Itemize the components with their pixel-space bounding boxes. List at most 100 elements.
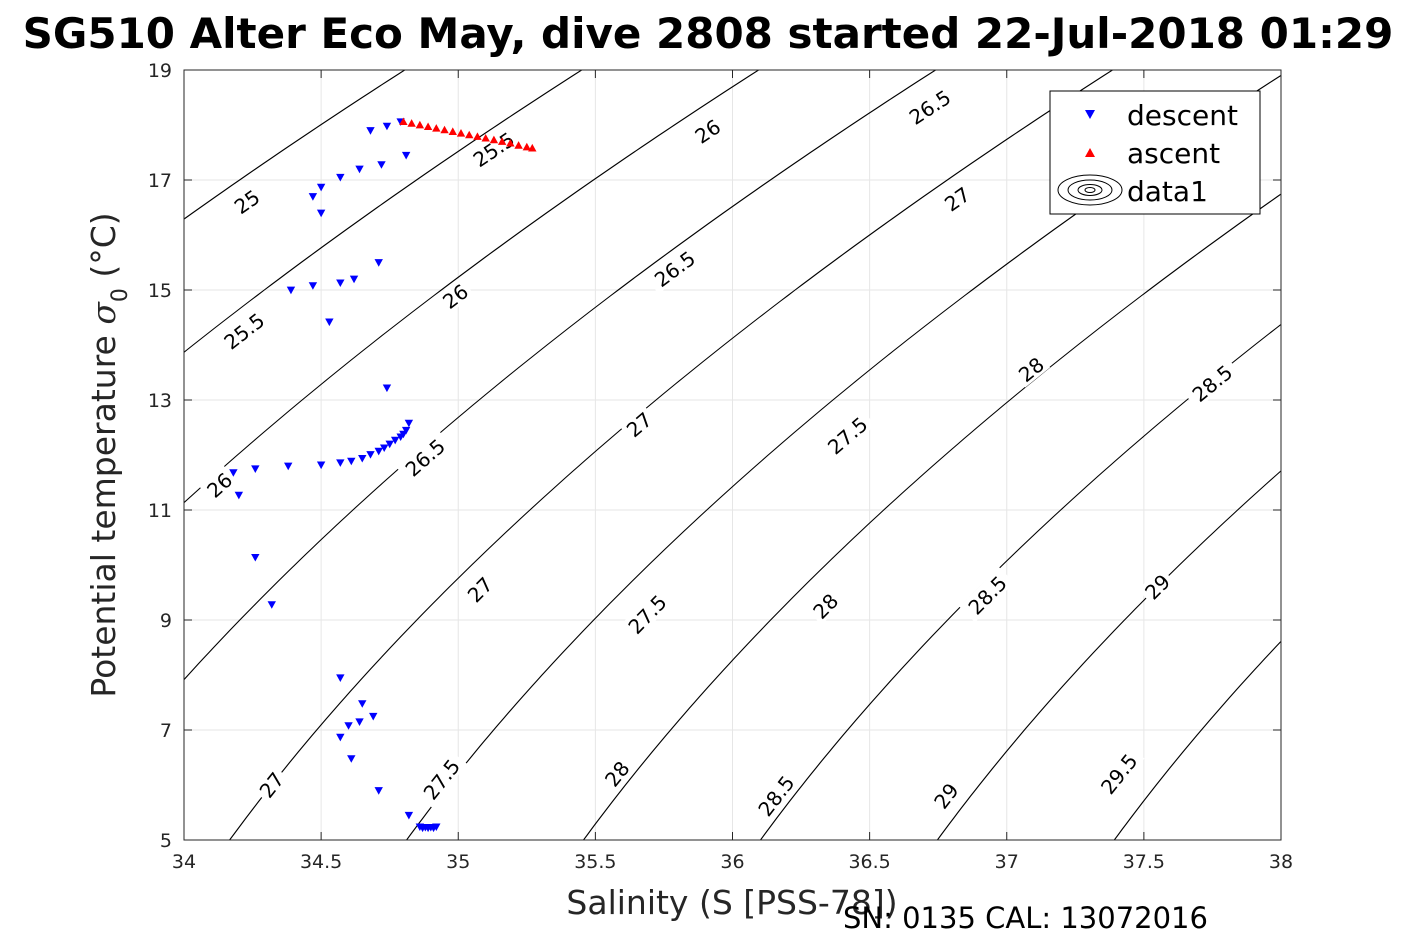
contour-label-bg — [435, 277, 475, 315]
descent-point — [396, 433, 405, 442]
legend-ascent-marker — [1085, 148, 1095, 157]
descent-point — [316, 183, 326, 192]
ascent-point — [506, 138, 515, 147]
descent-point — [404, 419, 414, 428]
descent-point — [336, 733, 345, 742]
ascent-point — [489, 135, 499, 144]
descent-point — [251, 465, 260, 473]
y-tick-label: 11 — [148, 500, 172, 522]
descent-point — [377, 161, 386, 169]
descent-point — [347, 755, 356, 763]
descent-point — [308, 193, 318, 201]
ascent-point — [528, 143, 537, 152]
ascent-point — [415, 120, 425, 129]
y-tick-label: 9 — [160, 610, 172, 632]
descent-point — [284, 462, 293, 471]
contour-label-bg — [805, 586, 845, 625]
ascent-point — [522, 142, 532, 151]
descent-point — [369, 712, 378, 721]
descent-point — [336, 173, 345, 182]
ascent-point — [448, 127, 457, 135]
descent-point — [336, 459, 345, 467]
contour-label-bg — [199, 465, 239, 504]
descent-point — [366, 127, 375, 135]
axis-ticks — [183, 69, 1282, 841]
density-contour — [760, 323, 1281, 840]
legend-descent-marker — [1085, 110, 1095, 119]
y-tick-label: 19 — [148, 60, 172, 82]
contour-label-bg — [645, 242, 704, 294]
contour-label-bg — [414, 750, 468, 808]
x-tick-label: 38 — [1269, 851, 1293, 873]
legend-box — [1049, 90, 1261, 215]
x-tick-label: 35.5 — [574, 851, 616, 873]
x-tick-label: 34.5 — [300, 851, 342, 873]
descent-point — [251, 553, 260, 562]
contour-label-bg — [1011, 350, 1051, 388]
descent-point — [344, 722, 353, 730]
density-contour — [229, 70, 1113, 840]
contour-label-bg — [597, 754, 636, 793]
y-axis-label-sigma: σ — [84, 301, 123, 325]
descent-point — [432, 823, 441, 831]
descent-point — [316, 461, 326, 470]
ascent-point — [465, 130, 474, 139]
descent-point — [336, 674, 345, 682]
contour-label-bg — [959, 566, 1015, 623]
legend-descent-label: descent — [1127, 99, 1238, 132]
contour-label-bg — [749, 766, 802, 825]
descent-point — [267, 601, 276, 609]
contour-label-bg — [1092, 744, 1145, 803]
descent-point — [286, 286, 296, 295]
density-contour — [184, 70, 582, 353]
x-tick-label: 36.5 — [848, 851, 890, 873]
descent-point — [380, 444, 389, 453]
x-tick-label: 34 — [172, 851, 196, 873]
contour-label-bg — [396, 430, 453, 484]
x-tick-label: 37.5 — [1123, 851, 1165, 873]
contour-label-bg — [900, 81, 959, 132]
y-axis-label: Potential temperature σ0 (°C) — [84, 212, 133, 697]
descent-point — [316, 209, 326, 218]
descent-series — [229, 118, 441, 833]
x-tick-label: 36 — [720, 851, 744, 873]
ascent-point — [399, 117, 408, 126]
chart-title: SG510 Alter Eco May, dive 2808 started 2… — [23, 9, 1394, 58]
y-axis-label-main: Potential temperature — [84, 325, 123, 698]
legend-ascent-label: ascent — [1127, 137, 1220, 170]
descent-point — [374, 787, 383, 795]
descent-point — [390, 436, 400, 445]
x-tick-label: 37 — [995, 851, 1019, 873]
contour-label-bg — [619, 586, 675, 642]
y-tick-label: 17 — [148, 170, 172, 192]
y-tick-label: 13 — [148, 390, 172, 412]
density-contour — [1113, 640, 1281, 840]
contour-label-bg — [619, 405, 658, 443]
descent-point — [349, 275, 359, 284]
y-axis-label-subscript: 0 — [108, 288, 133, 302]
contour-label-bg — [1183, 356, 1241, 409]
ascent-point — [423, 122, 433, 131]
legend: descent ascent data1 — [1049, 90, 1261, 215]
ascent-point — [497, 137, 507, 145]
x-tick-labels: 34 34.5 35 35.5 36 36.5 37 37.5 38 — [172, 851, 1293, 873]
x-axis-label: Salinity (S [PSS-78]) — [566, 883, 897, 922]
contour-label-bg — [460, 570, 499, 609]
descent-point — [401, 151, 411, 160]
descent-point — [355, 718, 364, 726]
descent-point — [382, 122, 392, 131]
ascent-point — [514, 141, 523, 149]
descent-point — [382, 384, 392, 393]
contour-label-bg — [687, 112, 727, 149]
y-tick-labels: 5 7 9 11 13 15 17 19 — [148, 60, 172, 852]
ascent-point — [481, 134, 490, 142]
ascent-point — [473, 132, 482, 140]
contour-label-bg — [252, 765, 290, 804]
density-contour — [184, 70, 759, 504]
descent-point — [358, 454, 367, 463]
density-contour — [936, 470, 1281, 840]
y-tick-label: 5 — [160, 830, 172, 852]
density-contour — [184, 70, 405, 220]
y-tick-label: 15 — [148, 280, 172, 302]
